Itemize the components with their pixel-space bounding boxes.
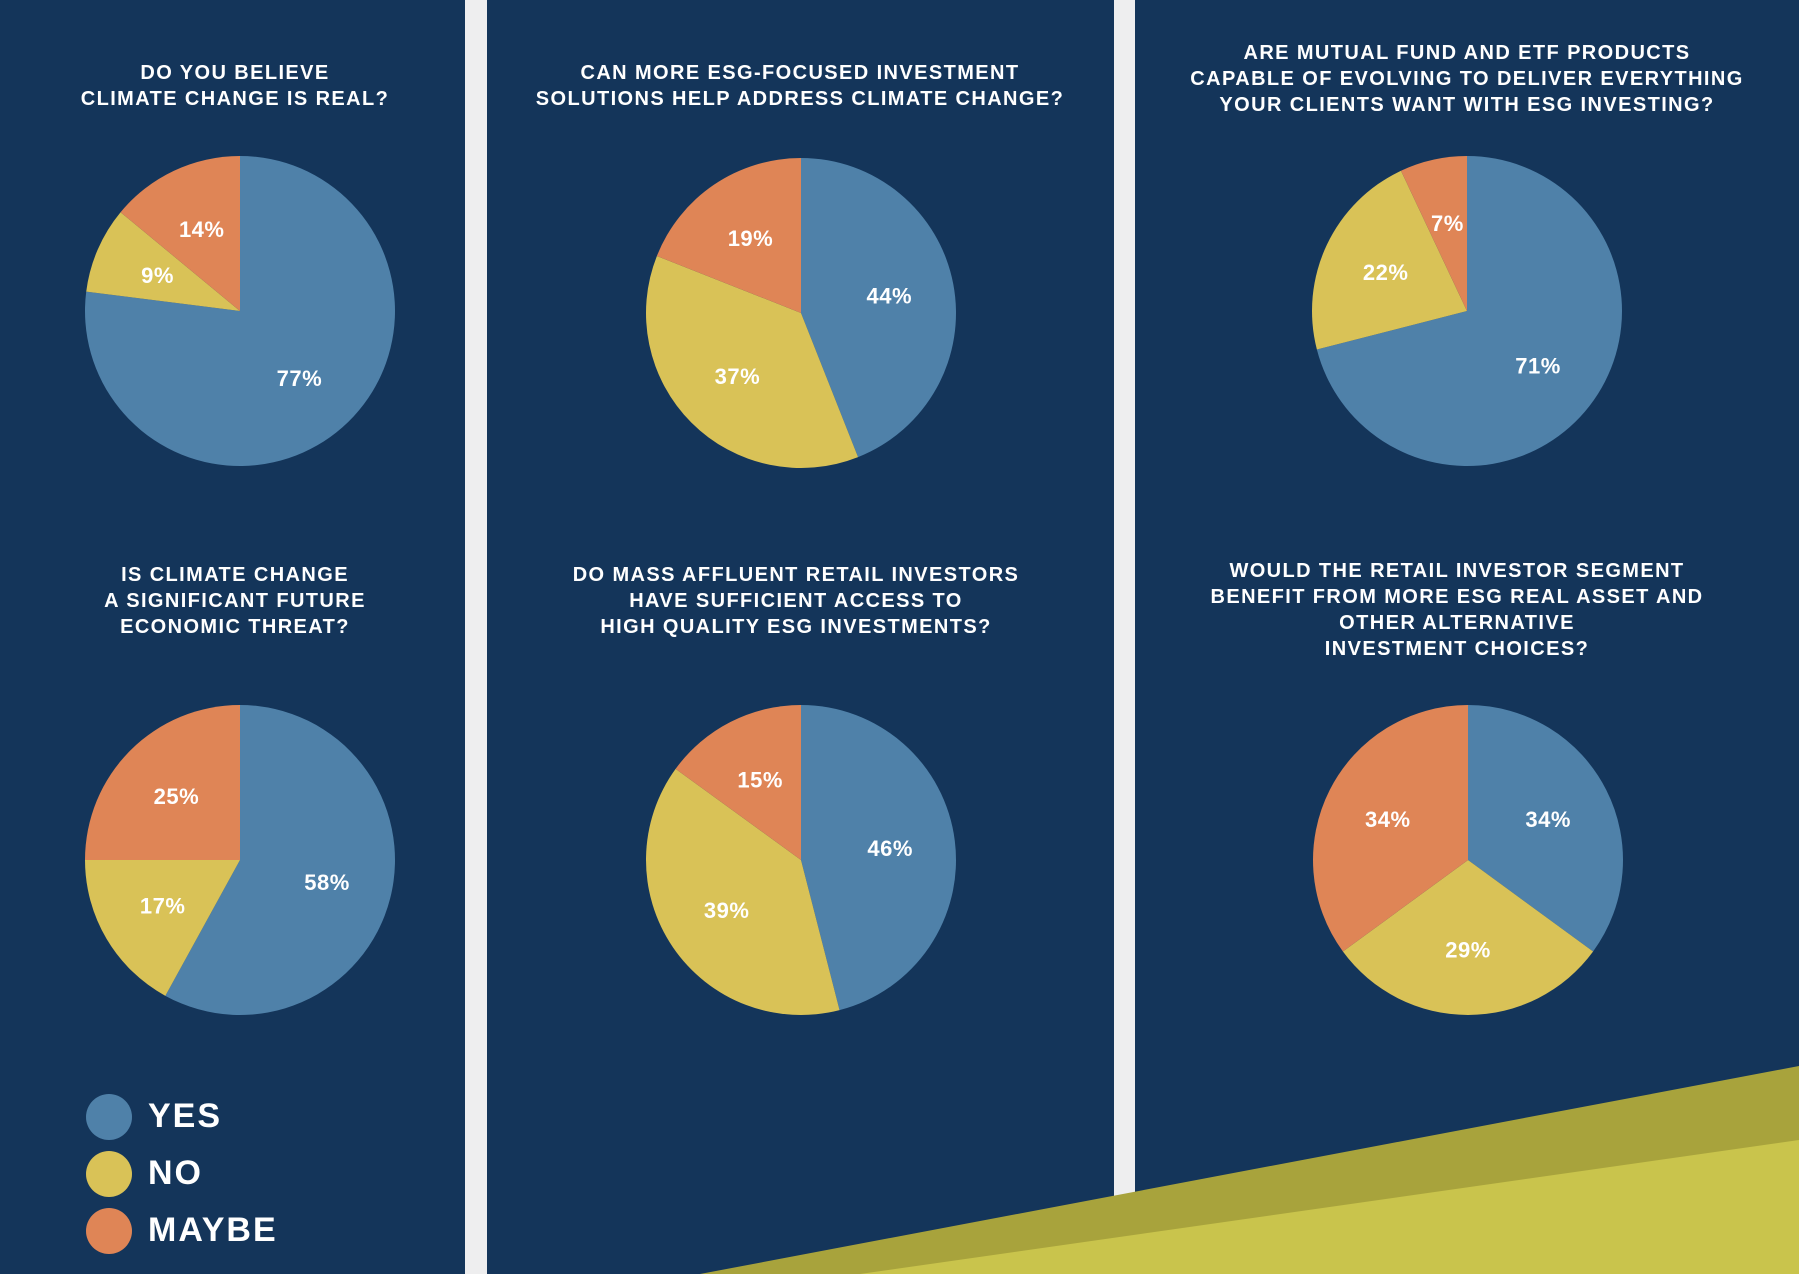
pie-slice-maybe: [1313, 705, 1468, 952]
pie-chart-esg-address-climate: CAN MORE ESG-FOCUSED INVESTMENT SOLUTION…: [536, 60, 1063, 480]
legend-label-no: NO: [148, 1154, 203, 1192]
pie-slice-no: [646, 768, 840, 1015]
pie-chart-real-asset-choices: WOULD THE RETAIL INVESTOR SEGMENT BENEFI…: [1210, 558, 1702, 1028]
pie-slice-yes: [165, 705, 396, 1015]
slice-label-maybe: 7%: [1431, 211, 1464, 236]
legend-item-maybe: MAYBE: [86, 1202, 278, 1259]
pie-svg: 34% 29% 34%: [1313, 705, 1623, 1015]
legend-swatch-maybe: [86, 1207, 132, 1254]
pie-chart-climate-real: DO YOU BELIEVE CLIMATE CHANGE IS REAL? 7…: [40, 60, 430, 480]
pie-slice-maybe: [120, 156, 240, 311]
chart-title: DO MASS AFFLUENT RETAIL INVESTORS HAVE S…: [572, 564, 1020, 638]
pie-slice-yes: [1468, 705, 1623, 952]
slice-label-yes: 44%: [867, 284, 913, 309]
legend-label-yes: YES: [148, 1097, 223, 1135]
slice-label-no: 9%: [141, 263, 174, 288]
pie-slice-yes: [1316, 156, 1622, 466]
pie-slice-no: [1312, 170, 1467, 350]
pie-chart-economic-threat: IS CLIMATE CHANGE A SIGNIFICANT FUTURE E…: [40, 562, 430, 1022]
slice-label-yes: 58%: [304, 870, 350, 895]
pie-slice-maybe: [656, 158, 801, 313]
pie-chart-fund-etf-evolving: ARE MUTUAL FUND AND ETF PRODUCTS CAPABLE…: [1190, 40, 1742, 466]
pie-slice-yes: [801, 158, 957, 458]
pie-slice-no: [1342, 860, 1594, 1015]
slice-label-yes: 71%: [1515, 354, 1561, 379]
chart-title: WOULD THE RETAIL INVESTOR SEGMENT BENEFI…: [1210, 560, 1704, 660]
legend-item-no: NO: [86, 1145, 278, 1202]
slice-label-maybe: 15%: [737, 767, 783, 792]
pie-slice-no: [86, 212, 240, 311]
slice-label-no: 17%: [140, 893, 186, 918]
pie-svg: 58% 17% 25%: [84, 705, 396, 1015]
slice-label-no: 39%: [704, 898, 750, 923]
pie-svg: 71% 22% 7%: [1312, 156, 1622, 466]
slice-label-maybe: 34%: [1365, 807, 1411, 832]
chart-title: DO YOU BELIEVE CLIMATE CHANGE IS REAL?: [80, 62, 390, 110]
slice-label-yes: 34%: [1525, 807, 1571, 832]
slice-label-yes: 77%: [277, 366, 323, 391]
slice-label-yes: 46%: [867, 836, 913, 861]
pie-svg: 46% 39% 15%: [646, 705, 956, 1015]
pie-slice-no: [84, 860, 240, 996]
pie-slice-no: [646, 255, 859, 469]
chart-title: ARE MUTUAL FUND AND ETF PRODUCTS CAPABLE…: [1190, 42, 1744, 116]
pie-slice-maybe: [675, 705, 801, 860]
legend: YES NO MAYBE: [86, 1088, 278, 1259]
legend-swatch-no: [86, 1150, 132, 1197]
slice-label-maybe: 14%: [179, 217, 225, 242]
legend-label-maybe: MAYBE: [148, 1211, 278, 1249]
chart-title: CAN MORE ESG-FOCUSED INVESTMENT SOLUTION…: [535, 62, 1065, 110]
pie-slice-maybe: [85, 705, 240, 860]
slice-label-maybe: 19%: [728, 226, 774, 251]
chart-title: IS CLIMATE CHANGE A SIGNIFICANT FUTURE E…: [104, 564, 366, 638]
legend-swatch-yes: [86, 1093, 132, 1140]
pie-slice-maybe: [1401, 156, 1467, 311]
pie-svg: 44% 37% 19%: [646, 158, 957, 469]
slice-label-no: 37%: [715, 364, 761, 389]
slice-label-no: 29%: [1445, 937, 1491, 962]
slice-label-maybe: 25%: [154, 784, 200, 809]
pie-slice-yes: [801, 705, 956, 1011]
pie-slice-yes: [84, 156, 395, 466]
pie-svg: 77% 9%14%: [84, 156, 395, 466]
pie-chart-mass-affluent-access: DO MASS AFFLUENT RETAIL INVESTORS HAVE S…: [573, 562, 1018, 1022]
legend-item-yes: YES: [86, 1088, 278, 1145]
slice-label-no: 22%: [1363, 260, 1409, 285]
